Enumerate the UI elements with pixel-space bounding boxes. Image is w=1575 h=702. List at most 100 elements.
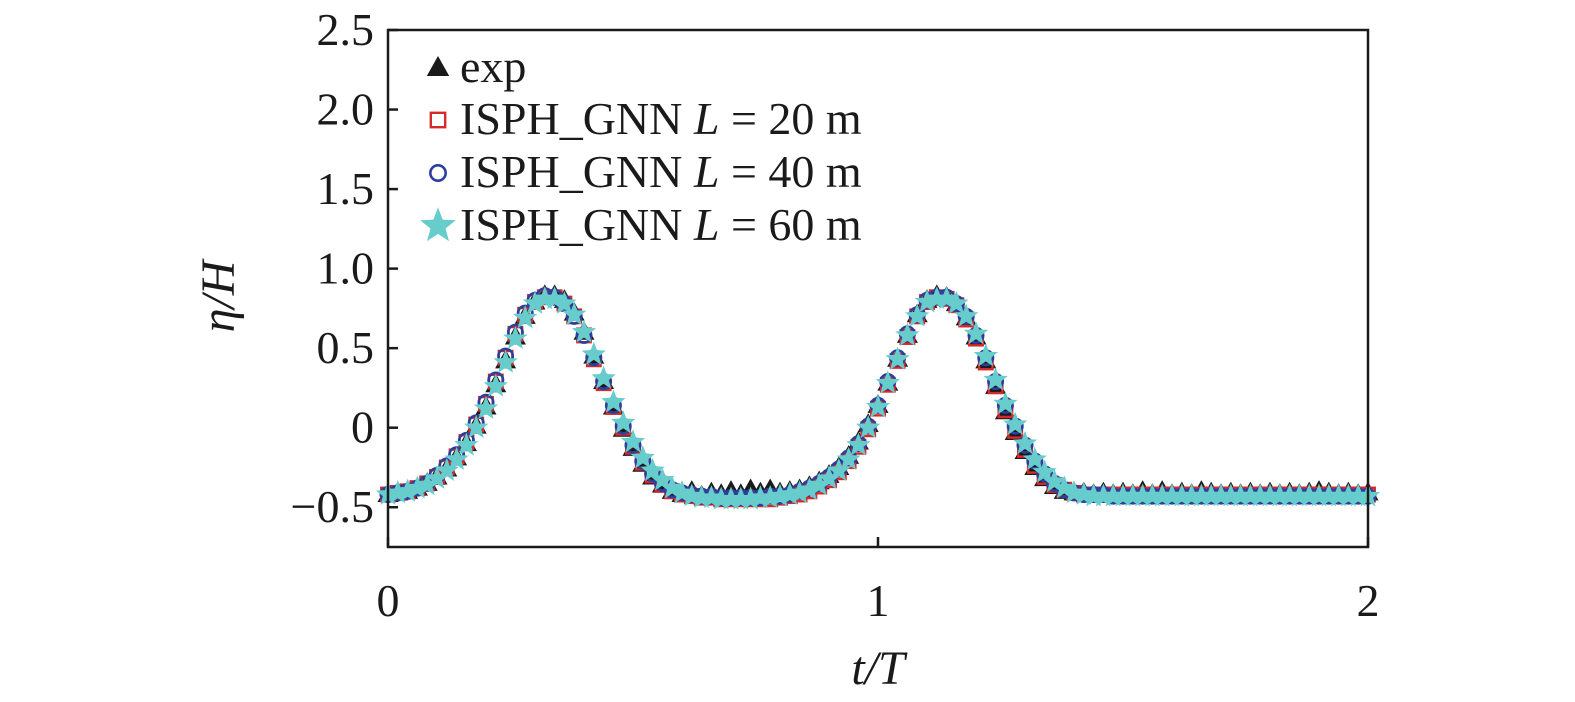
data-point-l60 (552, 290, 577, 314)
data-point-l60 (875, 370, 900, 394)
data-point-l60 (1101, 483, 1126, 507)
data-point-l60 (993, 391, 1018, 415)
plot-marks (375, 284, 1381, 510)
data-point-l60 (405, 475, 430, 499)
data-point-l60 (542, 286, 567, 310)
data-point-l60 (973, 343, 998, 367)
data-point-l60 (1218, 483, 1243, 507)
data-point-l60 (1267, 483, 1292, 507)
data-point-l60 (738, 486, 763, 510)
data-point-l60 (630, 445, 655, 469)
data-point-l60 (748, 484, 773, 508)
data-point-l60 (581, 341, 606, 365)
legend-label-variable: L (693, 146, 720, 197)
data-point-l60 (601, 389, 626, 413)
series-l60 (375, 286, 1381, 510)
y-tick-label: 2.0 (317, 84, 375, 135)
y-tick-label: 0 (351, 402, 374, 453)
data-point-l60 (1169, 483, 1194, 507)
data-point-l60 (1257, 483, 1283, 507)
data-point-l60 (1297, 483, 1322, 507)
x-axis-label: t/T (851, 642, 908, 695)
y-tick-label: −0.5 (291, 481, 374, 532)
data-point-l60 (777, 481, 802, 505)
data-point-l60 (1189, 483, 1214, 507)
data-point-l60 (758, 484, 783, 508)
data-point-l60 (895, 322, 920, 346)
data-point-l60 (1120, 483, 1145, 507)
data-point-l60 (718, 486, 744, 510)
data-point-l60 (1159, 483, 1185, 507)
data-point-l60 (385, 480, 410, 504)
data-point-l60 (1091, 483, 1116, 507)
data-point-l60 (856, 414, 881, 439)
legend-label-l20: ISPH_GNN L = 20 m (460, 93, 862, 144)
data-point-l60 (954, 303, 979, 327)
data-point-l60 (395, 478, 420, 502)
data-point-l60 (532, 286, 557, 310)
data-point-l60 (1277, 483, 1302, 507)
data-point-l60 (836, 446, 861, 470)
data-point-l60 (816, 465, 842, 489)
data-point-l60 (444, 446, 469, 470)
data-point-l60 (934, 286, 959, 310)
data-point-l60 (1140, 483, 1165, 507)
y-tick-label: 1.5 (317, 163, 375, 214)
data-point-l60 (522, 290, 548, 314)
data-point-l60 (640, 457, 665, 481)
y-axis-label: η/H (192, 258, 245, 332)
data-point-l60 (983, 367, 1008, 391)
data-point-l60 (1316, 483, 1341, 507)
data-point-l60 (1208, 483, 1234, 507)
data-point-l60 (963, 321, 989, 345)
data-point-l60 (434, 457, 459, 481)
data-point-l60 (473, 395, 499, 419)
plot-frame (386, 28, 1370, 549)
legend-label-suffix: = 40 m (719, 146, 861, 197)
data-point-l60 (1022, 446, 1047, 470)
data-point-l60 (846, 432, 871, 456)
y-tick-label: 1.0 (317, 243, 375, 294)
data-point-l60 (1042, 469, 1067, 493)
data-point-l60 (464, 414, 489, 439)
data-point-l60 (513, 305, 538, 329)
legend-label-prefix: ISPH_GNN (460, 93, 694, 144)
data-point-l60 (1336, 483, 1361, 507)
x-tick-label: 2 (1357, 575, 1380, 626)
data-point-l60 (1081, 483, 1106, 507)
data-point-l60 (1228, 483, 1253, 507)
data-point-l60 (1326, 483, 1351, 507)
data-point-l60 (1346, 483, 1371, 507)
data-point-l60 (1238, 483, 1263, 507)
data-point-l60 (885, 346, 910, 370)
legend-label-exp: exp (460, 41, 526, 92)
data-point-l60 (728, 486, 753, 510)
legend-label-l40: ISPH_GNN L = 40 m (460, 146, 862, 197)
data-point-l60 (787, 480, 812, 504)
data-point-l60 (503, 325, 528, 349)
data-point-l60 (493, 349, 518, 373)
legend-label-variable: L (693, 199, 720, 250)
data-point-l60 (1199, 483, 1224, 507)
data-point-l60 (944, 290, 969, 314)
data-point-l60 (1110, 483, 1136, 507)
data-point-l60 (415, 472, 440, 496)
data-point-l60 (620, 429, 646, 453)
data-point-l60 (1179, 483, 1204, 507)
legend-marker-exp (426, 56, 450, 76)
data-point-l60 (767, 483, 793, 507)
legend-marker-l20 (429, 111, 447, 129)
data-point-l60 (905, 303, 930, 327)
data-point-l60 (669, 480, 695, 504)
data-point-l60 (1012, 430, 1038, 454)
data-point-l60 (1130, 483, 1155, 507)
data-point-l60 (807, 472, 832, 496)
data-point-l60 (571, 319, 597, 343)
x-tick-label: 0 (377, 575, 400, 626)
data-point-l60 (689, 484, 714, 508)
data-point-l60 (1052, 475, 1077, 499)
legend-label-suffix: = 60 m (719, 199, 861, 250)
data-point-l60 (483, 373, 508, 397)
legend-label-suffix: = 20 m (719, 93, 861, 144)
